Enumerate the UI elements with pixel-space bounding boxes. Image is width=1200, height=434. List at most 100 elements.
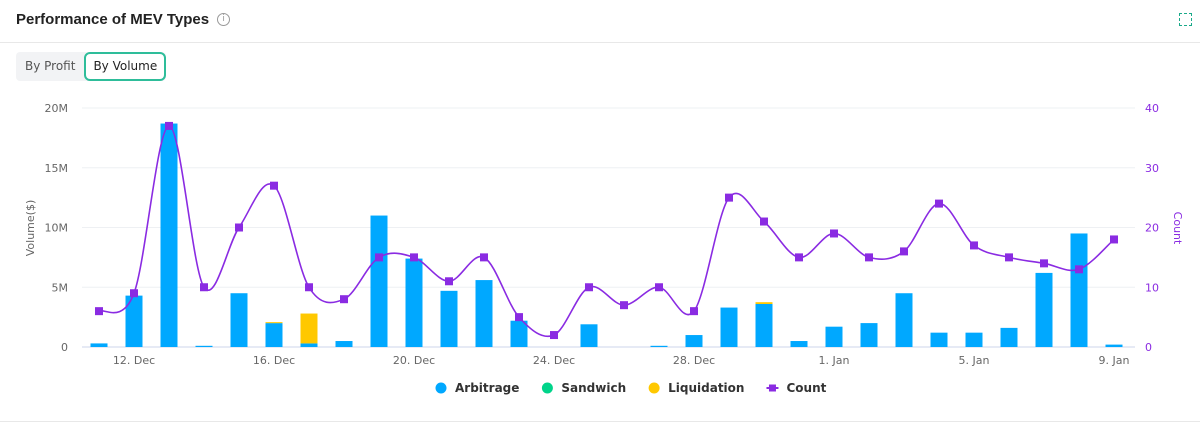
- count-marker: [1110, 235, 1118, 244]
- count-marker: [270, 181, 278, 190]
- y-axis-title: Volume($): [24, 200, 37, 257]
- count-marker: [655, 283, 663, 292]
- tab-by-volume[interactable]: By Volume: [84, 52, 167, 81]
- info-icon[interactable]: i: [217, 13, 231, 26]
- y-tick-label: 0: [61, 341, 68, 354]
- bar-arbitrage: [825, 326, 843, 347]
- x-tick-label: 20. Dec: [393, 354, 435, 367]
- bar-arbitrage: [230, 293, 248, 347]
- count-marker: [620, 301, 628, 310]
- legend-count-label[interactable]: Count: [786, 381, 826, 395]
- bar-liquidation: [755, 302, 773, 304]
- x-tick-label: 28. Dec: [673, 354, 715, 367]
- bar-arbitrage: [860, 323, 878, 347]
- bar-arbitrage: [930, 332, 948, 347]
- bar-arbitrage: [125, 295, 143, 347]
- chart-header: Performance of MEV Types i: [0, 0, 1200, 43]
- bar-arbitrage: [405, 258, 423, 347]
- count-marker: [375, 253, 383, 262]
- x-tick-label: 5. Jan: [959, 354, 990, 367]
- y-tick-label: 15M: [45, 162, 69, 175]
- count-marker: [935, 199, 943, 208]
- x-tick-label: 16. Dec: [253, 354, 295, 367]
- legend-count-marker: [768, 384, 776, 392]
- bar-arbitrage: [475, 280, 493, 347]
- count-marker: [760, 217, 768, 226]
- bar-arbitrage: [300, 343, 318, 347]
- divider: [0, 421, 1200, 422]
- count-marker: [900, 247, 908, 256]
- bar-arbitrage: [580, 324, 598, 347]
- bar-arbitrage: [370, 215, 388, 347]
- x-tick-label: 24. Dec: [533, 354, 575, 367]
- count-marker: [725, 193, 733, 202]
- legend-liquidation-label[interactable]: Liquidation: [668, 381, 744, 395]
- bar-liquidation: [300, 313, 318, 344]
- mev-chart: 0 0 5M 10 10M 20 15M 30 20M 40 Volume($) Count 12. D…: [24, 102, 1184, 395]
- count-marker: [970, 241, 978, 250]
- legend-sandwich-icon: [541, 382, 553, 394]
- legend-arbitrage-icon: [435, 382, 447, 394]
- y2-tick-label: 10: [1145, 281, 1159, 294]
- count-marker: [1040, 259, 1048, 268]
- count-marker: [410, 253, 418, 262]
- tab-by-profit[interactable]: By Profit: [25, 59, 76, 73]
- bar-arbitrage: [90, 343, 108, 347]
- count-marker: [130, 289, 138, 298]
- title-group: Performance of MEV Types i: [16, 11, 231, 28]
- count-marker: [585, 283, 593, 292]
- count-marker: [340, 295, 348, 304]
- count-marker: [305, 283, 313, 292]
- y-tick-label: 20M: [45, 102, 69, 115]
- count-marker: [480, 253, 488, 262]
- y2-tick-label: 30: [1145, 162, 1159, 175]
- view-toggle: By Profit By Volume: [16, 52, 167, 81]
- count-marker: [1005, 253, 1013, 262]
- y2-tick-label: 20: [1145, 222, 1159, 235]
- count-marker: [1075, 265, 1083, 274]
- y2-axis-title: Count: [1171, 212, 1184, 245]
- count-marker: [795, 253, 803, 262]
- bar-arbitrage: [335, 341, 353, 347]
- count-line: [98, 125, 1115, 338]
- fullscreen-icon[interactable]: [1179, 13, 1192, 26]
- bar-arbitrage: [195, 345, 213, 347]
- count-marker: [445, 277, 453, 286]
- bar-arbitrage: [685, 335, 703, 347]
- bar-arbitrage: [160, 123, 178, 347]
- chart-title: Performance of MEV Types: [16, 11, 210, 28]
- x-tick-label: 1. Jan: [819, 354, 850, 367]
- bar-liquidation: [265, 322, 283, 324]
- count-marker: [830, 229, 838, 238]
- y2-tick-label: 0: [1145, 341, 1152, 354]
- count-marker: [690, 307, 698, 316]
- bar-arbitrage: [755, 303, 773, 347]
- count-marker: [550, 331, 558, 340]
- count-marker: [165, 121, 173, 130]
- legend-sandwich-label[interactable]: Sandwich: [561, 381, 626, 395]
- y-tick-label: 5M: [52, 281, 69, 294]
- y2-tick-label: 40: [1145, 102, 1159, 115]
- bar-arbitrage: [265, 323, 283, 347]
- bar-arbitrage: [650, 345, 668, 347]
- count-marker: [515, 313, 523, 322]
- bar-arbitrage: [510, 320, 528, 347]
- count-marker: [95, 307, 103, 316]
- legend-arbitrage-label[interactable]: Arbitrage: [455, 381, 519, 395]
- bar-arbitrage: [895, 293, 913, 347]
- bar-arbitrage: [965, 332, 983, 347]
- bar-arbitrage: [1105, 344, 1123, 347]
- count-marker: [865, 253, 873, 262]
- bar-arbitrage: [1000, 327, 1018, 347]
- x-tick-label: 12. Dec: [113, 354, 155, 367]
- count-marker: [235, 223, 243, 232]
- bar-arbitrage: [720, 307, 738, 347]
- legend-liquidation-icon: [648, 382, 660, 394]
- bar-arbitrage: [1070, 233, 1088, 347]
- bar-arbitrage: [440, 290, 458, 347]
- bar-arbitrage: [1035, 272, 1053, 347]
- count-marker: [200, 283, 208, 292]
- bar-arbitrage: [790, 341, 808, 347]
- x-tick-label: 9. Jan: [1099, 354, 1130, 367]
- y-tick-label: 10M: [45, 222, 69, 235]
